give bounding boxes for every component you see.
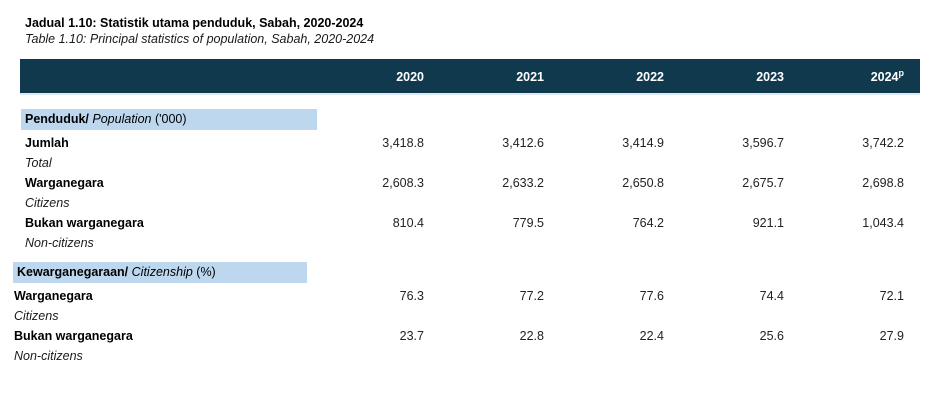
year-header-2022: 2022 xyxy=(560,68,680,84)
row-label: Bukan warganegara Non-citizens xyxy=(0,326,320,366)
cell-2022: 22.4 xyxy=(639,329,664,343)
table-row-citizens: Warganegara Citizens 2,608.3 2,633.2 2,6… xyxy=(0,173,936,213)
row-label: Warganegara Citizens xyxy=(0,173,320,213)
table-title-malay: Jadual 1.10: Statistik utama penduduk, S… xyxy=(25,16,364,30)
table-row-non-citizens: Bukan warganegara Non-citizens 810.4 779… xyxy=(0,213,936,253)
year-header-2024: 2024p xyxy=(800,68,920,84)
row-label-english: Total xyxy=(25,156,52,170)
year-header-2023: 2023 xyxy=(680,68,800,84)
row-label-malay: Bukan warganegara xyxy=(25,216,144,230)
row-label-english: Citizens xyxy=(14,309,59,323)
cell-2023: 2,675.7 xyxy=(742,176,784,190)
cell-2020: 2,608.3 xyxy=(382,176,424,190)
cell-2023: 3,596.7 xyxy=(742,136,784,150)
cell-2022: 3,414.9 xyxy=(622,136,664,150)
cell-2024: 1,043.4 xyxy=(862,216,904,230)
cell-2020: 3,418.8 xyxy=(382,136,424,150)
cell-2024: 72.1 xyxy=(879,289,904,303)
row-label-malay: Bukan warganegara xyxy=(14,329,133,343)
table-title-block: Jadual 1.10: Statistik utama penduduk, S… xyxy=(0,0,936,47)
year-superscript: p xyxy=(898,67,905,78)
year-header-2020: 2020 xyxy=(320,68,440,84)
section-heading-unit: ('000) xyxy=(154,112,187,126)
cell-2020: 76.3 xyxy=(399,289,424,303)
table-row-total: Jumlah Total 3,418.8 3,412.6 3,414.9 3,5… xyxy=(0,133,936,173)
section-heading-bold: Penduduk/ xyxy=(25,112,89,126)
row-label: Bukan warganegara Non-citizens xyxy=(0,213,320,253)
cell-2022: 2,650.8 xyxy=(622,176,664,190)
year-header-row: 2020 2021 2022 2023 2024p xyxy=(20,59,920,95)
year-header-2021: 2021 xyxy=(440,68,560,84)
cell-2021: 77.2 xyxy=(519,289,544,303)
cell-2022: 77.6 xyxy=(639,289,664,303)
section-heading-unit: (%) xyxy=(196,265,216,279)
year-label: 2024 xyxy=(870,70,899,85)
cell-2024: 2,698.8 xyxy=(862,176,904,190)
section-heading-bold: Kewarganegaraan/ xyxy=(17,265,129,279)
table-row-non-citizens-pct: Bukan warganegara Non-citizens 23.7 22.8… xyxy=(0,326,936,366)
table-title-english: Table 1.10: Principal statistics of popu… xyxy=(25,32,375,46)
cell-2020: 23.7 xyxy=(399,329,424,343)
cell-2021: 2,633.2 xyxy=(502,176,544,190)
cell-2022: 764.2 xyxy=(632,216,664,230)
cell-2021: 779.5 xyxy=(512,216,544,230)
section-heading-italic: Population xyxy=(92,112,152,126)
cell-2023: 921.1 xyxy=(752,216,784,230)
section-heading-population: Penduduk/ Population ('000) xyxy=(21,109,317,130)
section-heading-citizenship: Kewarganegaraan/ Citizenship (%) xyxy=(13,262,307,283)
row-label-english: Citizens xyxy=(25,196,70,210)
cell-2023: 74.4 xyxy=(759,289,784,303)
row-label-malay: Warganegara xyxy=(14,289,93,303)
row-label-malay: Jumlah xyxy=(25,136,69,150)
cell-2024: 3,742.2 xyxy=(862,136,904,150)
year-label: 2022 xyxy=(636,70,664,85)
cell-2023: 25.6 xyxy=(759,329,784,343)
cell-2021: 22.8 xyxy=(519,329,544,343)
row-label-malay: Warganegara xyxy=(25,176,104,190)
cell-2024: 27.9 xyxy=(879,329,904,343)
section-heading-italic: Citizenship xyxy=(131,265,193,279)
year-label: 2020 xyxy=(396,70,424,85)
cell-2020: 810.4 xyxy=(392,216,424,230)
row-label-english: Non-citizens xyxy=(25,236,94,250)
row-label-english: Non-citizens xyxy=(14,349,83,363)
year-label: 2023 xyxy=(756,70,784,85)
row-label: Jumlah Total xyxy=(0,133,320,173)
cell-2021: 3,412.6 xyxy=(502,136,544,150)
row-label: Warganegara Citizens xyxy=(0,286,320,326)
year-label: 2021 xyxy=(516,70,544,85)
table-row-citizens-pct: Warganegara Citizens 76.3 77.2 77.6 74.4… xyxy=(0,286,936,326)
